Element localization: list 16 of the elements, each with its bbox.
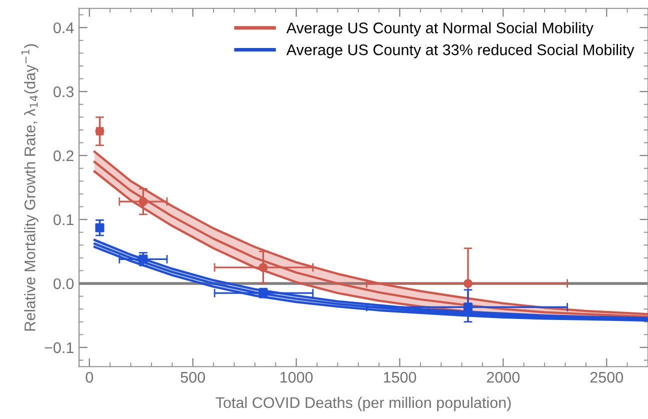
x-tick-label: 1500 [384,372,416,383]
y-axis-title: Relative Mortality Growth Rate, λ$_{14}$(day$^{−1}$) [22,44,38,331]
x-tick-label: 0 [86,372,94,383]
y-tick-label: 0.1 [54,214,74,226]
y-tick-label: 0.2 [54,150,74,162]
y-tick-label: 0.4 [54,22,74,34]
x-tick-label: 1000 [280,372,313,383]
legend-label: Average US County at 33% reduced Social Mobility [286,44,634,58]
legend-label: Average US County at Normal Social Mobility [286,22,594,36]
y-tick-label: −0.1 [44,342,74,354]
x-tick-label: 2500 [590,372,624,383]
x-tick-label: 2000 [486,372,520,383]
y-tick-label: 0.3 [54,86,74,98]
y-tick-label: 0.0 [54,278,74,290]
x-axis-title: Total COVID Deaths (per million population) [216,396,511,412]
x-tick-label: 500 [180,372,205,383]
